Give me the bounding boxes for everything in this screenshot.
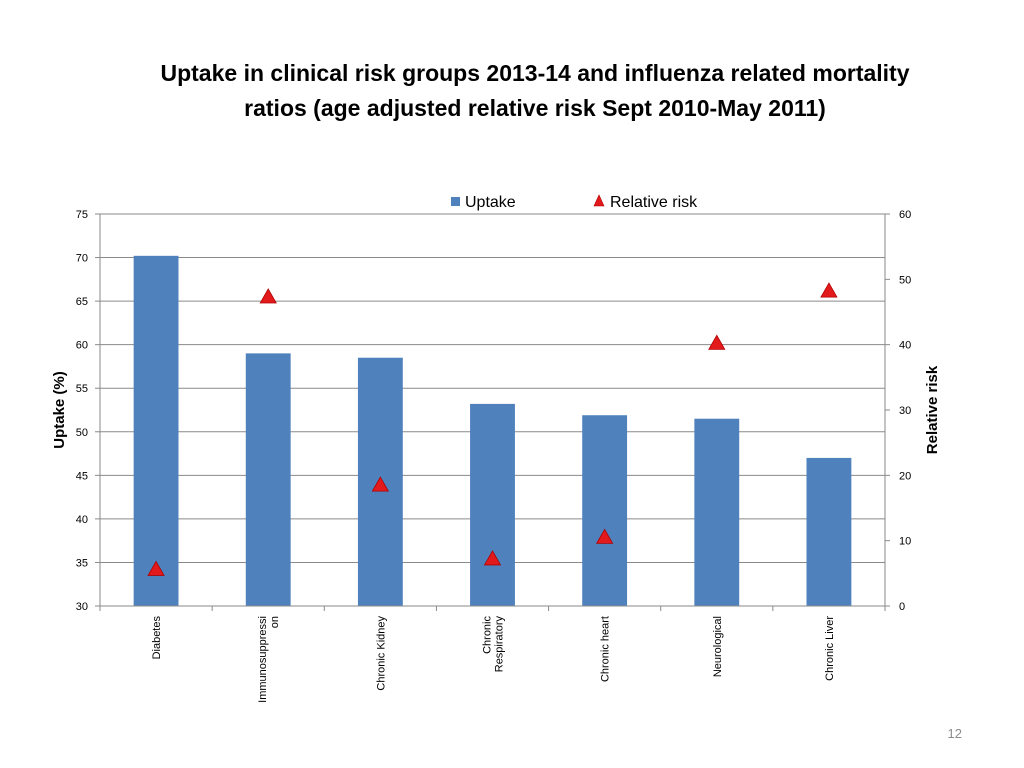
relative-risk-marker — [371, 476, 390, 492]
y2-tick-label: 10 — [899, 536, 911, 548]
y-tick-label: 50 — [76, 427, 88, 439]
legend-uptake-swatch — [451, 197, 460, 206]
slide-title-line-2: ratios (age adjusted relative risk Sept … — [244, 95, 826, 121]
x-tick-label: Diabetes — [151, 616, 163, 660]
y-tick-label: 75 — [76, 209, 88, 221]
relative-risk-marker — [147, 560, 165, 576]
legend-relative-risk-label: Relative risk — [610, 194, 698, 211]
legend-relative-risk-marker — [593, 194, 605, 207]
y2-tick-label: 0 — [899, 601, 905, 613]
x-tick-label: Neurological — [712, 616, 724, 677]
bar — [582, 415, 628, 606]
x-tick-label: Chronic — [482, 616, 494, 654]
y2-tick-label: 50 — [899, 274, 911, 286]
y2-tick-label: 60 — [899, 209, 911, 221]
y-tick-label: 35 — [76, 557, 88, 569]
x-tick-label: Immunosuppressi — [257, 616, 269, 703]
relative-risk-marker — [483, 550, 502, 566]
relative-risk-marker — [259, 288, 277, 304]
bar — [245, 353, 291, 606]
y2-tick-label: 30 — [899, 405, 911, 417]
relative-risk-marker — [595, 528, 614, 544]
y2-tick-label: 20 — [899, 470, 911, 482]
bar — [133, 255, 179, 606]
y2-tick-label: 40 — [899, 340, 911, 352]
x-tick-label: on — [269, 616, 281, 628]
x-tick-label: Chronic heart — [600, 616, 612, 682]
y-tick-label: 55 — [76, 383, 88, 395]
y-tick-label: 30 — [76, 601, 88, 613]
bar — [806, 457, 852, 606]
bar — [694, 418, 740, 606]
x-tick-label: Chronic Liver — [824, 616, 836, 681]
legend-uptake-label: Uptake — [465, 194, 516, 211]
x-tick-label: Chronic Kidney — [375, 616, 387, 691]
relative-risk-marker — [820, 282, 838, 298]
bar — [470, 403, 515, 606]
y-axis-title: Uptake (%) — [51, 371, 68, 449]
y2-axis-title: Relative risk — [924, 365, 941, 454]
slide-title-line-1: Uptake in clinical risk groups 2013-14 a… — [160, 60, 910, 86]
y-tick-label: 70 — [76, 253, 88, 265]
y-tick-label: 65 — [76, 296, 88, 308]
y-tick-label: 45 — [76, 470, 88, 482]
page-number: 12 — [947, 726, 962, 741]
slide-title: Uptake in clinical risk groups 2013-14 a… — [110, 56, 960, 126]
y-tick-label: 40 — [76, 514, 88, 526]
x-tick-label: Respiratory — [494, 616, 506, 673]
y-tick-label: 60 — [76, 340, 88, 352]
relative-risk-marker — [708, 334, 726, 350]
